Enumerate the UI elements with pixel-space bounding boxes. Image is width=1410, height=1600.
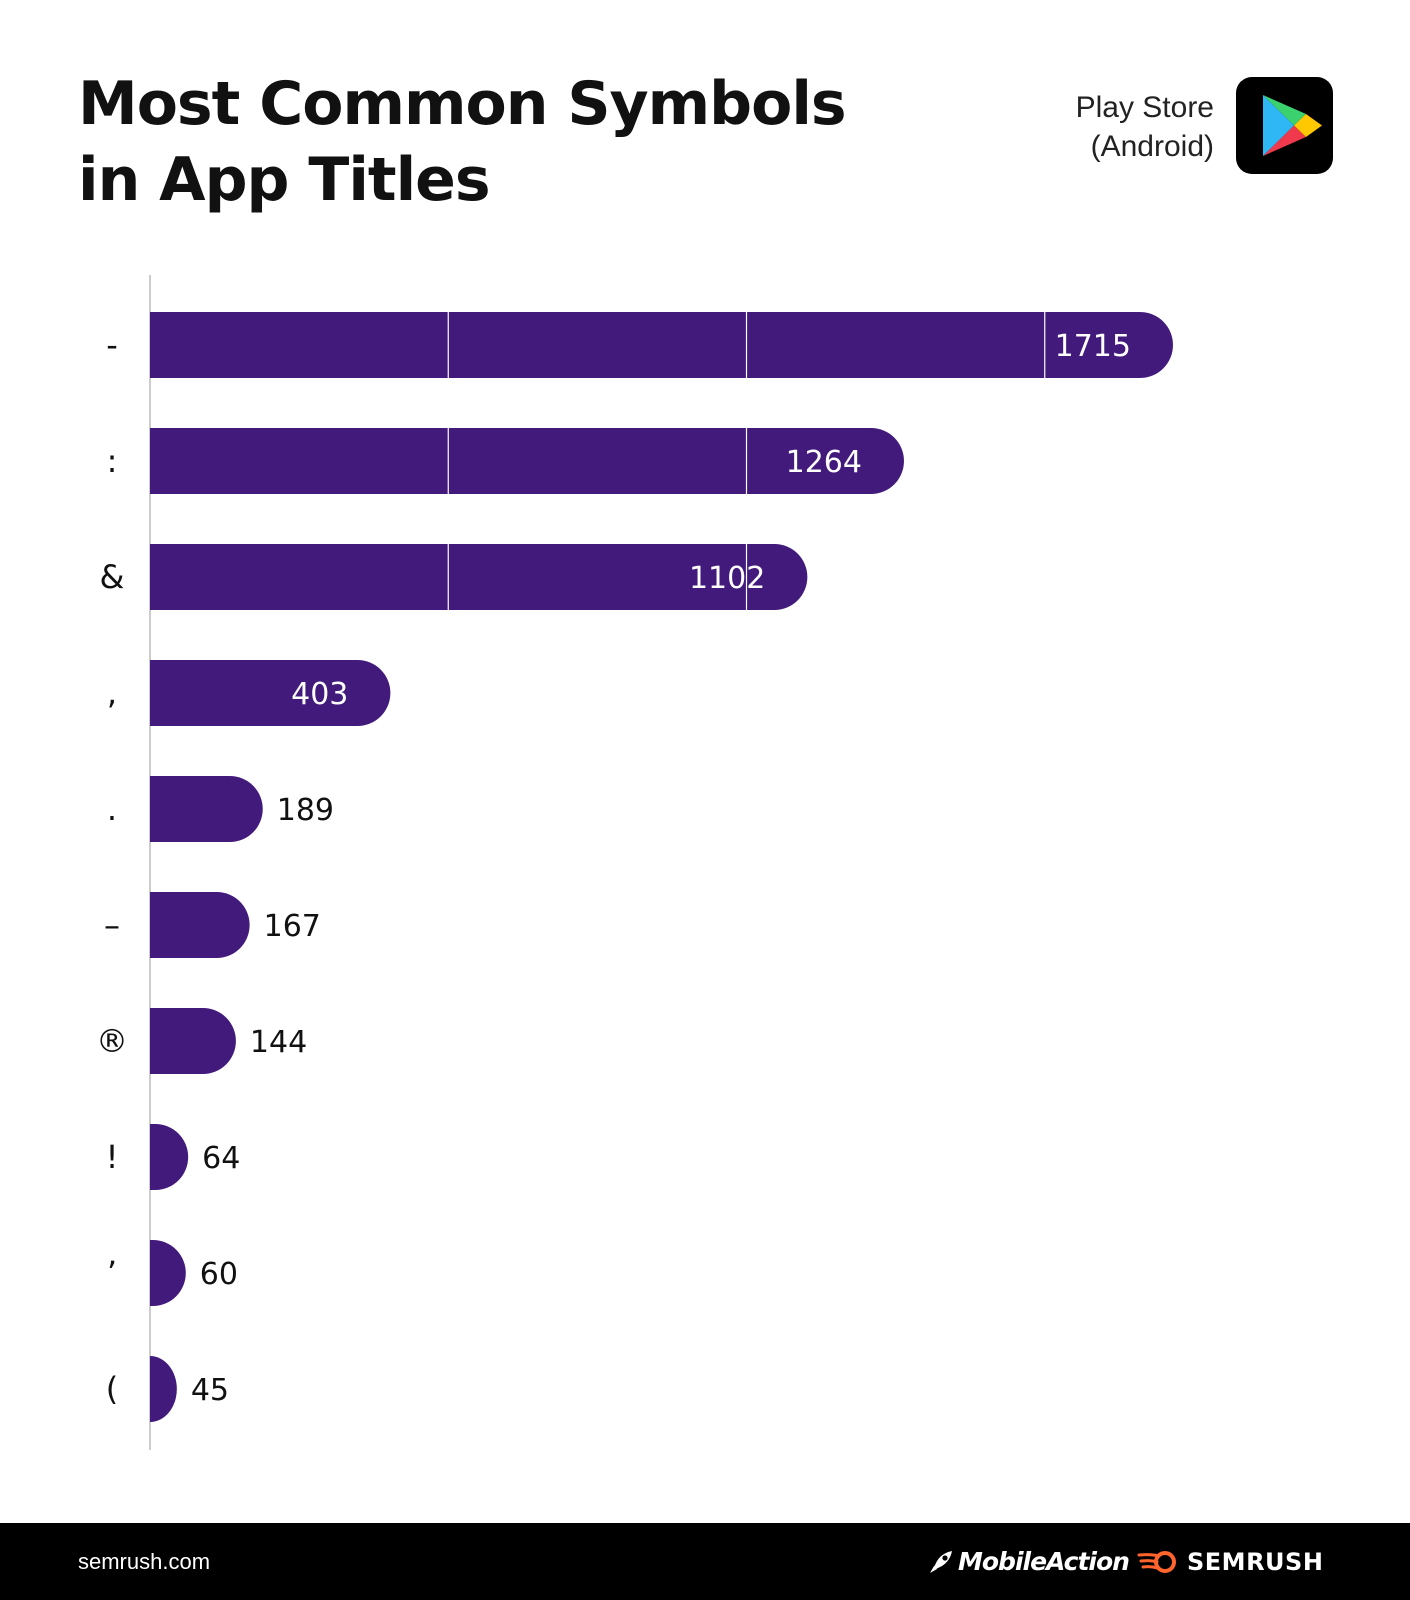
data-label: 403 — [291, 677, 348, 712]
chart-title-line-1: Most Common Symbols — [78, 69, 847, 139]
data-label: 144 — [250, 1025, 307, 1060]
semrush-flame-icon — [1137, 1550, 1176, 1573]
data-label: 1715 — [1055, 329, 1131, 364]
data-label: 45 — [191, 1373, 229, 1408]
bar — [150, 892, 250, 958]
store-label: Play Store (Android) — [1076, 88, 1214, 166]
data-label: 64 — [202, 1141, 240, 1176]
chart-title: Most Common Symbols in App Titles — [78, 66, 938, 218]
category-label: ® — [96, 1022, 128, 1060]
bar — [150, 544, 808, 610]
chart-title-line-2: in App Titles — [78, 145, 491, 215]
bar — [150, 776, 263, 842]
footer: semrush.com MobileAction SEMRUSH — [0, 1523, 1410, 1600]
data-label: 167 — [264, 909, 321, 944]
data-label: 1264 — [786, 445, 862, 480]
play-store-icon — [1236, 77, 1333, 174]
footer-domain[interactable]: semrush.com — [78, 1549, 211, 1574]
bar — [150, 312, 1173, 378]
category-label: , — [107, 674, 117, 712]
category-label: & — [100, 558, 125, 596]
bar — [150, 1008, 236, 1074]
bar-chart: - 1715: 1264 & 1102, 403. 189 – 167 ® 144! 64 ’ 60 (45 — [96, 275, 1173, 1450]
mobileaction-wordmark: MobileAction — [958, 1547, 1130, 1576]
data-label: 1102 — [689, 561, 765, 596]
bar — [150, 1124, 189, 1190]
category-label: . — [107, 790, 117, 828]
semrush-wordmark: SEMRUSH — [1187, 1547, 1324, 1576]
category-label: ! — [106, 1138, 119, 1176]
store-label-line-1: Play Store — [1075, 91, 1214, 124]
bar — [150, 1240, 186, 1306]
store-label-line-2: (Android) — [1090, 130, 1214, 163]
category-label: – — [104, 906, 120, 944]
semrush-logo: SEMRUSH — [1137, 1523, 1323, 1600]
bar — [150, 428, 904, 494]
mobileaction-logo: MobileAction — [928, 1523, 1130, 1600]
category-label: : — [107, 442, 118, 480]
bar — [150, 1356, 177, 1422]
category-label: ’ — [107, 1254, 117, 1292]
data-label: 60 — [200, 1257, 238, 1292]
data-label: 189 — [277, 793, 334, 828]
category-label: - — [106, 326, 118, 364]
mobileaction-rocket-icon — [930, 1550, 952, 1573]
bar — [150, 660, 391, 726]
category-label: ( — [106, 1370, 118, 1408]
